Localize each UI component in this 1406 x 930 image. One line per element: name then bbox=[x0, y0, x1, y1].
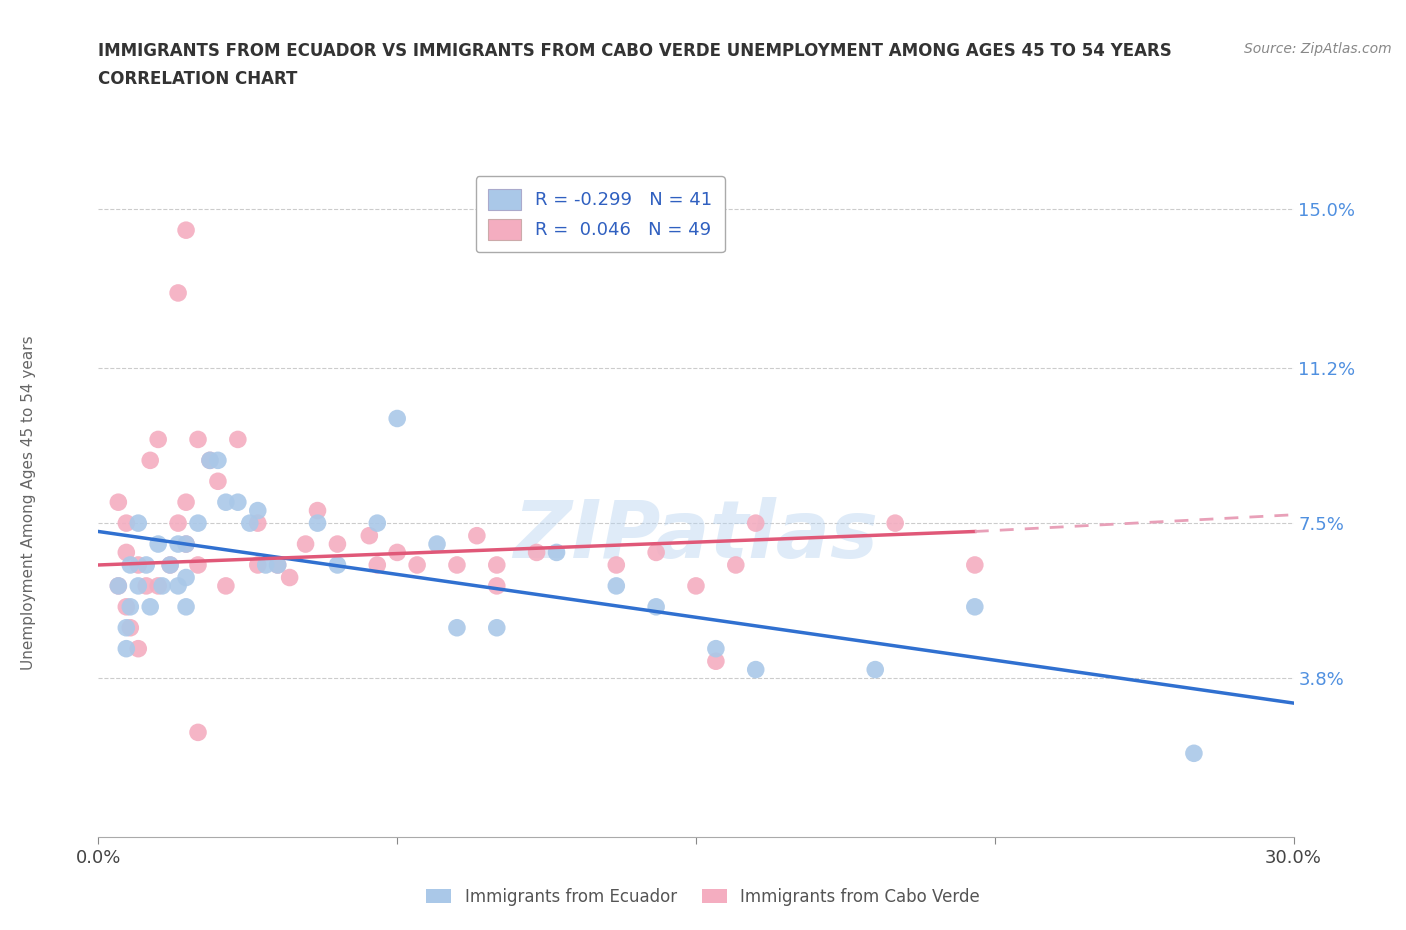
Point bbox=[385, 411, 409, 426]
Point bbox=[704, 642, 727, 657]
Point bbox=[135, 578, 157, 593]
Point bbox=[745, 516, 768, 531]
Point bbox=[127, 558, 149, 573]
Point bbox=[526, 545, 548, 560]
Point bbox=[115, 545, 138, 560]
Legend: Immigrants from Ecuador, Immigrants from Cabo Verde: Immigrants from Ecuador, Immigrants from… bbox=[419, 881, 987, 912]
Point bbox=[485, 578, 508, 593]
Point bbox=[120, 600, 142, 615]
Point bbox=[645, 600, 668, 615]
Point bbox=[148, 578, 170, 593]
Point bbox=[963, 558, 986, 573]
Point bbox=[174, 600, 197, 615]
Point bbox=[246, 558, 269, 573]
Point bbox=[485, 620, 508, 635]
Point bbox=[207, 474, 229, 489]
Point bbox=[446, 620, 468, 635]
Point bbox=[406, 558, 429, 573]
Point bbox=[294, 537, 316, 551]
Point bbox=[148, 432, 170, 447]
Point bbox=[605, 578, 627, 593]
Text: Unemployment Among Ages 45 to 54 years: Unemployment Among Ages 45 to 54 years bbox=[21, 335, 35, 670]
Point bbox=[267, 558, 290, 573]
Point bbox=[326, 537, 349, 551]
Point bbox=[120, 558, 142, 573]
Point bbox=[167, 537, 190, 551]
Point bbox=[174, 537, 197, 551]
Point bbox=[385, 545, 409, 560]
Point bbox=[120, 620, 142, 635]
Point bbox=[150, 578, 173, 593]
Point bbox=[1182, 746, 1205, 761]
Point bbox=[485, 558, 508, 573]
Point bbox=[207, 453, 229, 468]
Point bbox=[246, 516, 269, 531]
Point bbox=[745, 662, 768, 677]
Point bbox=[724, 558, 747, 573]
Point bbox=[139, 453, 162, 468]
Point bbox=[605, 558, 627, 573]
Point bbox=[465, 528, 488, 543]
Point bbox=[127, 516, 149, 531]
Point bbox=[863, 662, 886, 677]
Point bbox=[187, 558, 209, 573]
Point bbox=[115, 620, 138, 635]
Point bbox=[174, 495, 197, 510]
Point bbox=[546, 545, 568, 560]
Point bbox=[267, 558, 290, 573]
Point bbox=[107, 495, 129, 510]
Point bbox=[107, 578, 129, 593]
Point bbox=[246, 503, 269, 518]
Point bbox=[127, 578, 149, 593]
Point bbox=[107, 578, 129, 593]
Point bbox=[139, 600, 162, 615]
Point bbox=[359, 528, 381, 543]
Point bbox=[198, 453, 221, 468]
Point bbox=[326, 558, 349, 573]
Point bbox=[159, 558, 181, 573]
Point bbox=[148, 537, 170, 551]
Point bbox=[198, 453, 221, 468]
Point bbox=[174, 223, 197, 238]
Point bbox=[884, 516, 907, 531]
Text: IMMIGRANTS FROM ECUADOR VS IMMIGRANTS FROM CABO VERDE UNEMPLOYMENT AMONG AGES 45: IMMIGRANTS FROM ECUADOR VS IMMIGRANTS FR… bbox=[98, 42, 1173, 60]
Point bbox=[174, 570, 197, 585]
Point bbox=[167, 286, 190, 300]
Point bbox=[307, 503, 329, 518]
Point bbox=[704, 654, 727, 669]
Point bbox=[174, 537, 197, 551]
Point bbox=[127, 642, 149, 657]
Point bbox=[645, 545, 668, 560]
Legend: R = -0.299   N = 41, R =  0.046   N = 49: R = -0.299 N = 41, R = 0.046 N = 49 bbox=[475, 177, 725, 252]
Point bbox=[278, 570, 301, 585]
Point bbox=[685, 578, 707, 593]
Point bbox=[115, 600, 138, 615]
Point bbox=[446, 558, 468, 573]
Point bbox=[187, 432, 209, 447]
Point bbox=[187, 516, 209, 531]
Point bbox=[307, 516, 329, 531]
Point bbox=[115, 516, 138, 531]
Point bbox=[115, 642, 138, 657]
Point bbox=[366, 558, 388, 573]
Text: CORRELATION CHART: CORRELATION CHART bbox=[98, 70, 298, 87]
Point bbox=[167, 516, 190, 531]
Point bbox=[226, 432, 249, 447]
Point bbox=[135, 558, 157, 573]
Point bbox=[963, 600, 986, 615]
Text: Source: ZipAtlas.com: Source: ZipAtlas.com bbox=[1244, 42, 1392, 56]
Point bbox=[239, 516, 262, 531]
Point bbox=[215, 578, 238, 593]
Point bbox=[426, 537, 449, 551]
Point bbox=[167, 578, 190, 593]
Text: ZIPatlas: ZIPatlas bbox=[513, 497, 879, 575]
Point bbox=[215, 495, 238, 510]
Point bbox=[187, 725, 209, 740]
Point bbox=[254, 558, 277, 573]
Point bbox=[159, 558, 181, 573]
Point bbox=[226, 495, 249, 510]
Point bbox=[366, 516, 388, 531]
